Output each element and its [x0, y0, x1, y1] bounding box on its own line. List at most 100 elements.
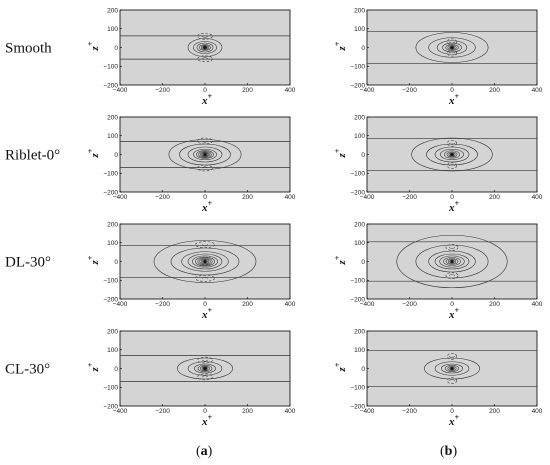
- dashed-contour: [445, 272, 459, 279]
- x-tick-label: 400: [285, 301, 296, 308]
- dashed-contour: [197, 164, 213, 172]
- dashed-contour: [447, 162, 457, 170]
- contour-line: [449, 366, 455, 371]
- y-tick-label: −100: [350, 171, 365, 178]
- x-tick-label: −200: [155, 301, 170, 308]
- x-axis-label-text: x: [201, 416, 208, 428]
- dashed-contour: [197, 32, 213, 40]
- x-tick-label: 0: [450, 301, 454, 308]
- contour-arrow: [201, 375, 209, 378]
- y-tick-label: −200: [350, 296, 365, 303]
- y-axis-label: z+: [86, 148, 101, 158]
- x-tick-label: −200: [402, 194, 417, 201]
- x-tick-label: 200: [489, 301, 500, 308]
- x-axis-superscript: +: [455, 199, 460, 208]
- contour-arrow: [201, 166, 209, 169]
- contour-line: [202, 259, 208, 264]
- contour-line: [191, 255, 219, 268]
- contour-line: [200, 258, 210, 265]
- contour-arrow: [448, 41, 456, 44]
- contour-line: [441, 363, 463, 374]
- y-axis-superscript: +: [86, 148, 95, 153]
- x-tick-label: 0: [203, 87, 207, 94]
- x-tick-label: 400: [532, 301, 543, 308]
- x-tick-label: −400: [113, 408, 128, 415]
- contour-center: [450, 153, 454, 156]
- y-tick-label: 100: [107, 240, 118, 247]
- contour-line: [415, 32, 489, 63]
- y-tick-label: 0: [114, 366, 118, 373]
- y-axis-label: z+: [86, 255, 101, 265]
- y-tick-label: 0: [114, 152, 118, 159]
- contour-arrow: [201, 56, 209, 59]
- contour-line: [199, 258, 211, 265]
- x-tick-label: 200: [242, 87, 253, 94]
- dashed-contour: [447, 353, 457, 360]
- contour-line: [445, 258, 459, 265]
- contour-line: [448, 152, 456, 157]
- contour-arrow: [201, 359, 209, 362]
- x-tick-label: 0: [203, 301, 207, 308]
- contour-arrow: [448, 163, 456, 166]
- contour-arrow: [448, 143, 456, 146]
- x-tick-label: 200: [242, 408, 253, 415]
- y-tick-label: 100: [107, 26, 118, 33]
- contour-line: [447, 44, 457, 51]
- contour-line: [434, 146, 470, 163]
- x-tick-label: 0: [450, 408, 454, 415]
- contour-arrow: [201, 36, 209, 39]
- dashed-contour: [197, 137, 213, 145]
- x-tick-label: 0: [203, 194, 207, 201]
- x-tick-label: 0: [450, 194, 454, 201]
- y-tick-label: −100: [103, 64, 118, 71]
- y-tick-label: 100: [354, 26, 365, 33]
- contour-line: [449, 259, 455, 264]
- y-tick-label: −100: [103, 278, 118, 285]
- y-tick-label: −200: [103, 82, 118, 89]
- contour-line: [197, 364, 213, 373]
- y-axis-label: z+: [86, 362, 101, 372]
- contour-line: [447, 365, 457, 372]
- x-tick-label: −200: [402, 408, 417, 415]
- contour-line: [187, 146, 223, 163]
- x-tick-label: 200: [489, 87, 500, 94]
- contour-line: [153, 240, 257, 283]
- y-tick-label: 200: [354, 221, 365, 228]
- x-tick-label: 400: [285, 87, 296, 94]
- contour-line: [201, 366, 209, 371]
- y-tick-label: −100: [350, 385, 365, 392]
- y-tick-label: 0: [361, 45, 365, 52]
- contour-line: [443, 257, 461, 266]
- x-tick-label: −200: [155, 87, 170, 94]
- x-axis-label-text: x: [201, 309, 208, 321]
- x-axis-superscript: +: [455, 306, 460, 315]
- y-tick-label: −200: [350, 82, 365, 89]
- x-tick-label: −400: [360, 194, 375, 201]
- y-axis-label: z+: [86, 41, 101, 51]
- contour-line: [446, 151, 458, 158]
- y-axis-superscript: +: [333, 362, 342, 367]
- x-axis-label: x+: [201, 306, 213, 321]
- x-tick-label: 200: [489, 194, 500, 201]
- y-tick-label: 0: [114, 45, 118, 52]
- x-tick-label: 400: [285, 194, 296, 201]
- y-axis-label-text: z: [336, 153, 348, 159]
- contour-center: [203, 367, 207, 370]
- y-tick-label: 100: [107, 347, 118, 354]
- y-axis-superscript: +: [333, 41, 342, 46]
- y-axis-label-text: z: [336, 367, 348, 373]
- dashed-contour: [195, 241, 215, 248]
- x-tick-label: 0: [450, 87, 454, 94]
- x-axis-label: x+: [448, 92, 460, 107]
- contour-line: [415, 244, 489, 279]
- caption-b: (b): [440, 444, 457, 459]
- contour-arrow: [201, 244, 209, 247]
- y-tick-label: −100: [103, 171, 118, 178]
- x-tick-label: −400: [113, 301, 128, 308]
- x-axis-label-text: x: [448, 202, 455, 214]
- dashed-contour: [445, 244, 459, 251]
